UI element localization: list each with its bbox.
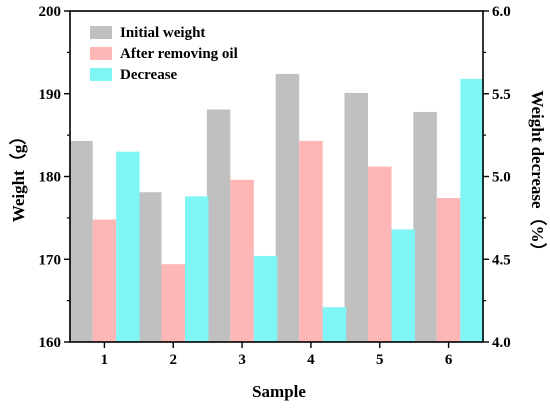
bar-s1-1	[69, 140, 93, 342]
y-right-tick-label: 4.0	[492, 335, 511, 351]
bar-s3-4	[322, 307, 347, 342]
bar-s2-1	[92, 219, 117, 342]
x-tick-label: 3	[238, 352, 246, 368]
bar-s2-3	[230, 179, 254, 342]
y-left-tick-label: 170	[39, 252, 62, 268]
x-tick-label: 6	[445, 352, 453, 368]
x-tick-label: 5	[376, 352, 384, 368]
y-left-tick-label: 200	[39, 4, 62, 20]
x-axis-title: Sample	[252, 382, 306, 401]
bar-s3-2	[185, 196, 209, 342]
legend-label-2: After removing oil	[120, 46, 238, 62]
legend-swatch-1	[90, 26, 112, 39]
y-right-tick-label: 5.0	[492, 170, 511, 186]
ticks-layer: 160 170 180 190 200 4.0 4.5 5.0 5.5 6.0 1 2 3 4 5 6	[39, 4, 511, 368]
bar-s2-6	[436, 198, 461, 342]
x-tick-label: 2	[170, 352, 178, 368]
bars-layer	[69, 73, 484, 343]
legend-swatch-2	[90, 47, 112, 60]
y-right-tick-label: 4.5	[492, 252, 511, 268]
legend-swatch-3	[90, 68, 112, 81]
bar-s3-3	[253, 255, 278, 342]
bar-s3-6	[460, 78, 484, 343]
y-left-tick-label: 190	[39, 87, 62, 103]
y-axis-right-title: Weight decrease（%）	[528, 90, 548, 259]
y-left-tick-label: 180	[39, 170, 62, 186]
bar-s1-3	[206, 109, 231, 342]
bar-s1-6	[413, 111, 437, 342]
bar-s1-5	[344, 92, 368, 342]
y-axis-left-title: Weight（g）	[8, 128, 28, 222]
legend: Initial weight After removing oil Decrease	[90, 25, 238, 83]
bar-s3-5	[391, 229, 415, 342]
bar-s2-5	[368, 166, 392, 342]
bar-s3-1	[116, 151, 140, 342]
y-right-tick-label: 6.0	[492, 4, 511, 20]
legend-label-1: Initial weight	[120, 25, 205, 41]
bar-s2-4	[299, 140, 323, 342]
x-tick-label: 4	[307, 352, 315, 368]
bar-s1-2	[138, 192, 162, 342]
bar-s1-4	[275, 73, 300, 342]
x-tick-label: 1	[101, 352, 109, 368]
y-left-tick-label: 160	[39, 335, 62, 351]
legend-label-3: Decrease	[120, 67, 178, 83]
bar-s2-2	[161, 264, 185, 342]
y-right-tick-label: 5.5	[492, 87, 511, 103]
